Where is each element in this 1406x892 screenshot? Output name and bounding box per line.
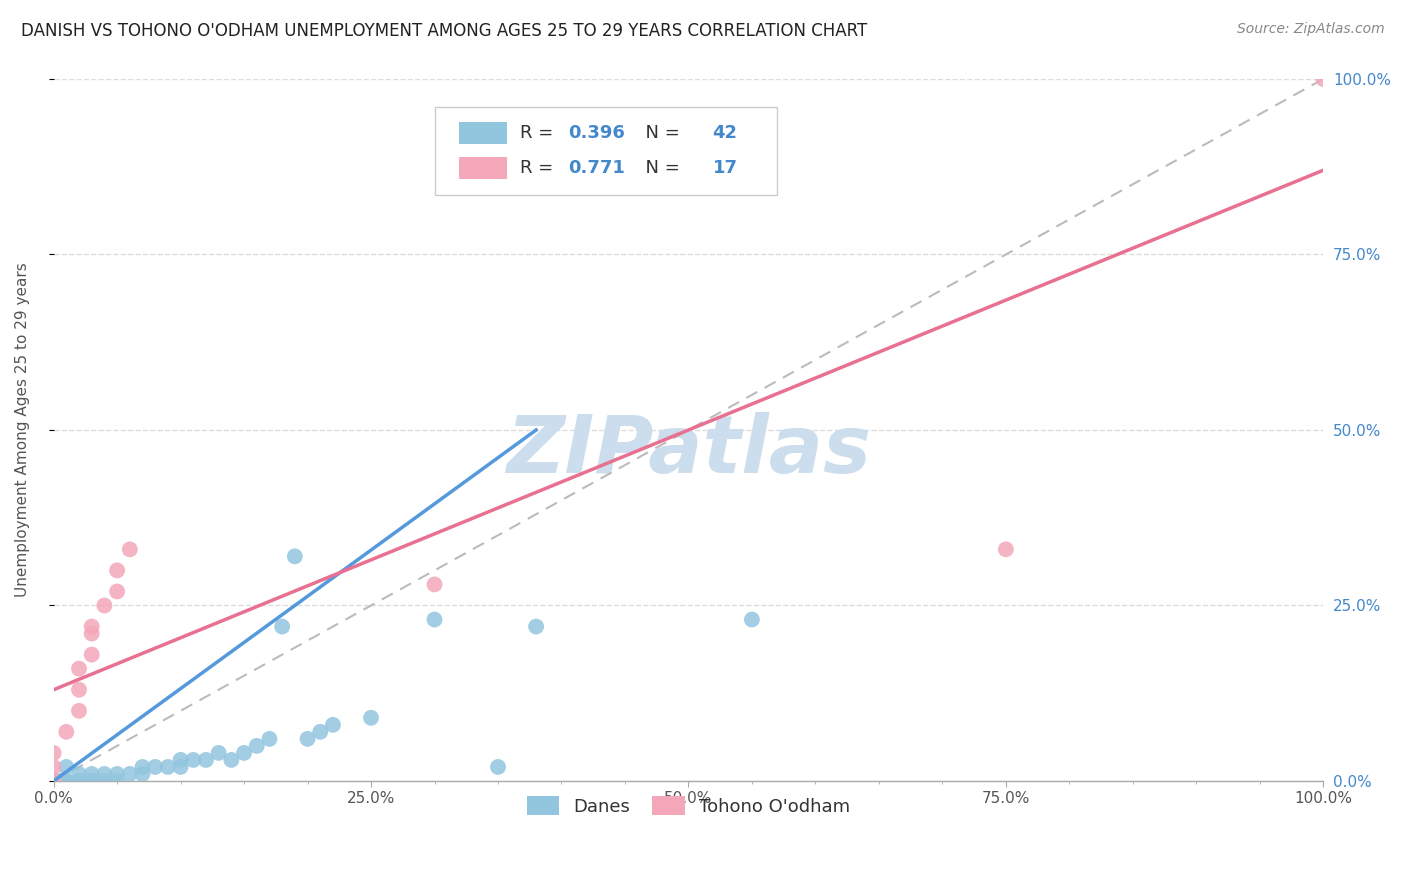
Point	[42, 774, 65, 789]
Point	[93, 774, 115, 789]
Point	[105, 584, 128, 599]
Point	[131, 767, 153, 781]
Point	[181, 753, 204, 767]
Point	[42, 746, 65, 760]
Point	[994, 542, 1017, 557]
Point	[80, 767, 103, 781]
Point	[55, 774, 77, 789]
Point	[80, 774, 103, 789]
Point	[322, 718, 344, 732]
Point	[143, 760, 166, 774]
Point	[271, 619, 294, 633]
Point	[93, 767, 115, 781]
Point	[55, 774, 77, 789]
Point	[486, 760, 509, 774]
Point	[423, 577, 446, 591]
Text: 17: 17	[713, 159, 738, 178]
FancyBboxPatch shape	[434, 107, 778, 194]
Point	[309, 724, 332, 739]
Point	[1312, 72, 1334, 87]
Text: R =: R =	[520, 159, 558, 178]
Point	[208, 746, 231, 760]
Point	[55, 724, 77, 739]
Point	[42, 774, 65, 789]
Point	[131, 760, 153, 774]
Point	[156, 760, 179, 774]
Point	[105, 767, 128, 781]
Point	[105, 774, 128, 789]
Point	[118, 767, 141, 781]
Point	[67, 704, 90, 718]
Text: 0.396: 0.396	[568, 124, 624, 142]
Point	[118, 542, 141, 557]
Text: 0.771: 0.771	[568, 159, 624, 178]
Point	[524, 619, 547, 633]
Point	[246, 739, 269, 753]
Text: N =: N =	[634, 159, 685, 178]
FancyBboxPatch shape	[458, 122, 508, 145]
Legend: Danes, Tohono O'odham: Danes, Tohono O'odham	[517, 788, 859, 824]
Point	[297, 731, 319, 746]
Point	[741, 613, 763, 627]
Point	[80, 648, 103, 662]
Y-axis label: Unemployment Among Ages 25 to 29 years: Unemployment Among Ages 25 to 29 years	[15, 262, 30, 598]
Point	[80, 626, 103, 640]
Point	[259, 731, 281, 746]
Point	[67, 767, 90, 781]
Point	[194, 753, 217, 767]
Point	[42, 774, 65, 789]
Text: Source: ZipAtlas.com: Source: ZipAtlas.com	[1237, 22, 1385, 37]
Point	[67, 774, 90, 789]
Point	[67, 774, 90, 789]
Point	[360, 711, 382, 725]
Point	[55, 760, 77, 774]
Point	[93, 599, 115, 613]
Point	[67, 662, 90, 676]
Point	[169, 753, 191, 767]
Point	[49, 774, 72, 789]
Point	[80, 619, 103, 633]
Point	[42, 760, 65, 774]
Point	[284, 549, 307, 564]
Text: 42: 42	[713, 124, 738, 142]
Point	[67, 682, 90, 697]
Text: ZIPatlas: ZIPatlas	[506, 412, 870, 490]
FancyBboxPatch shape	[458, 157, 508, 179]
Text: N =: N =	[634, 124, 685, 142]
Point	[105, 563, 128, 577]
Point	[42, 774, 65, 789]
Text: R =: R =	[520, 124, 558, 142]
Point	[80, 774, 103, 789]
Point	[221, 753, 243, 767]
Point	[233, 746, 256, 760]
Point	[423, 613, 446, 627]
Point	[169, 760, 191, 774]
Point	[42, 774, 65, 789]
Text: DANISH VS TOHONO O'ODHAM UNEMPLOYMENT AMONG AGES 25 TO 29 YEARS CORRELATION CHAR: DANISH VS TOHONO O'ODHAM UNEMPLOYMENT AM…	[21, 22, 868, 40]
